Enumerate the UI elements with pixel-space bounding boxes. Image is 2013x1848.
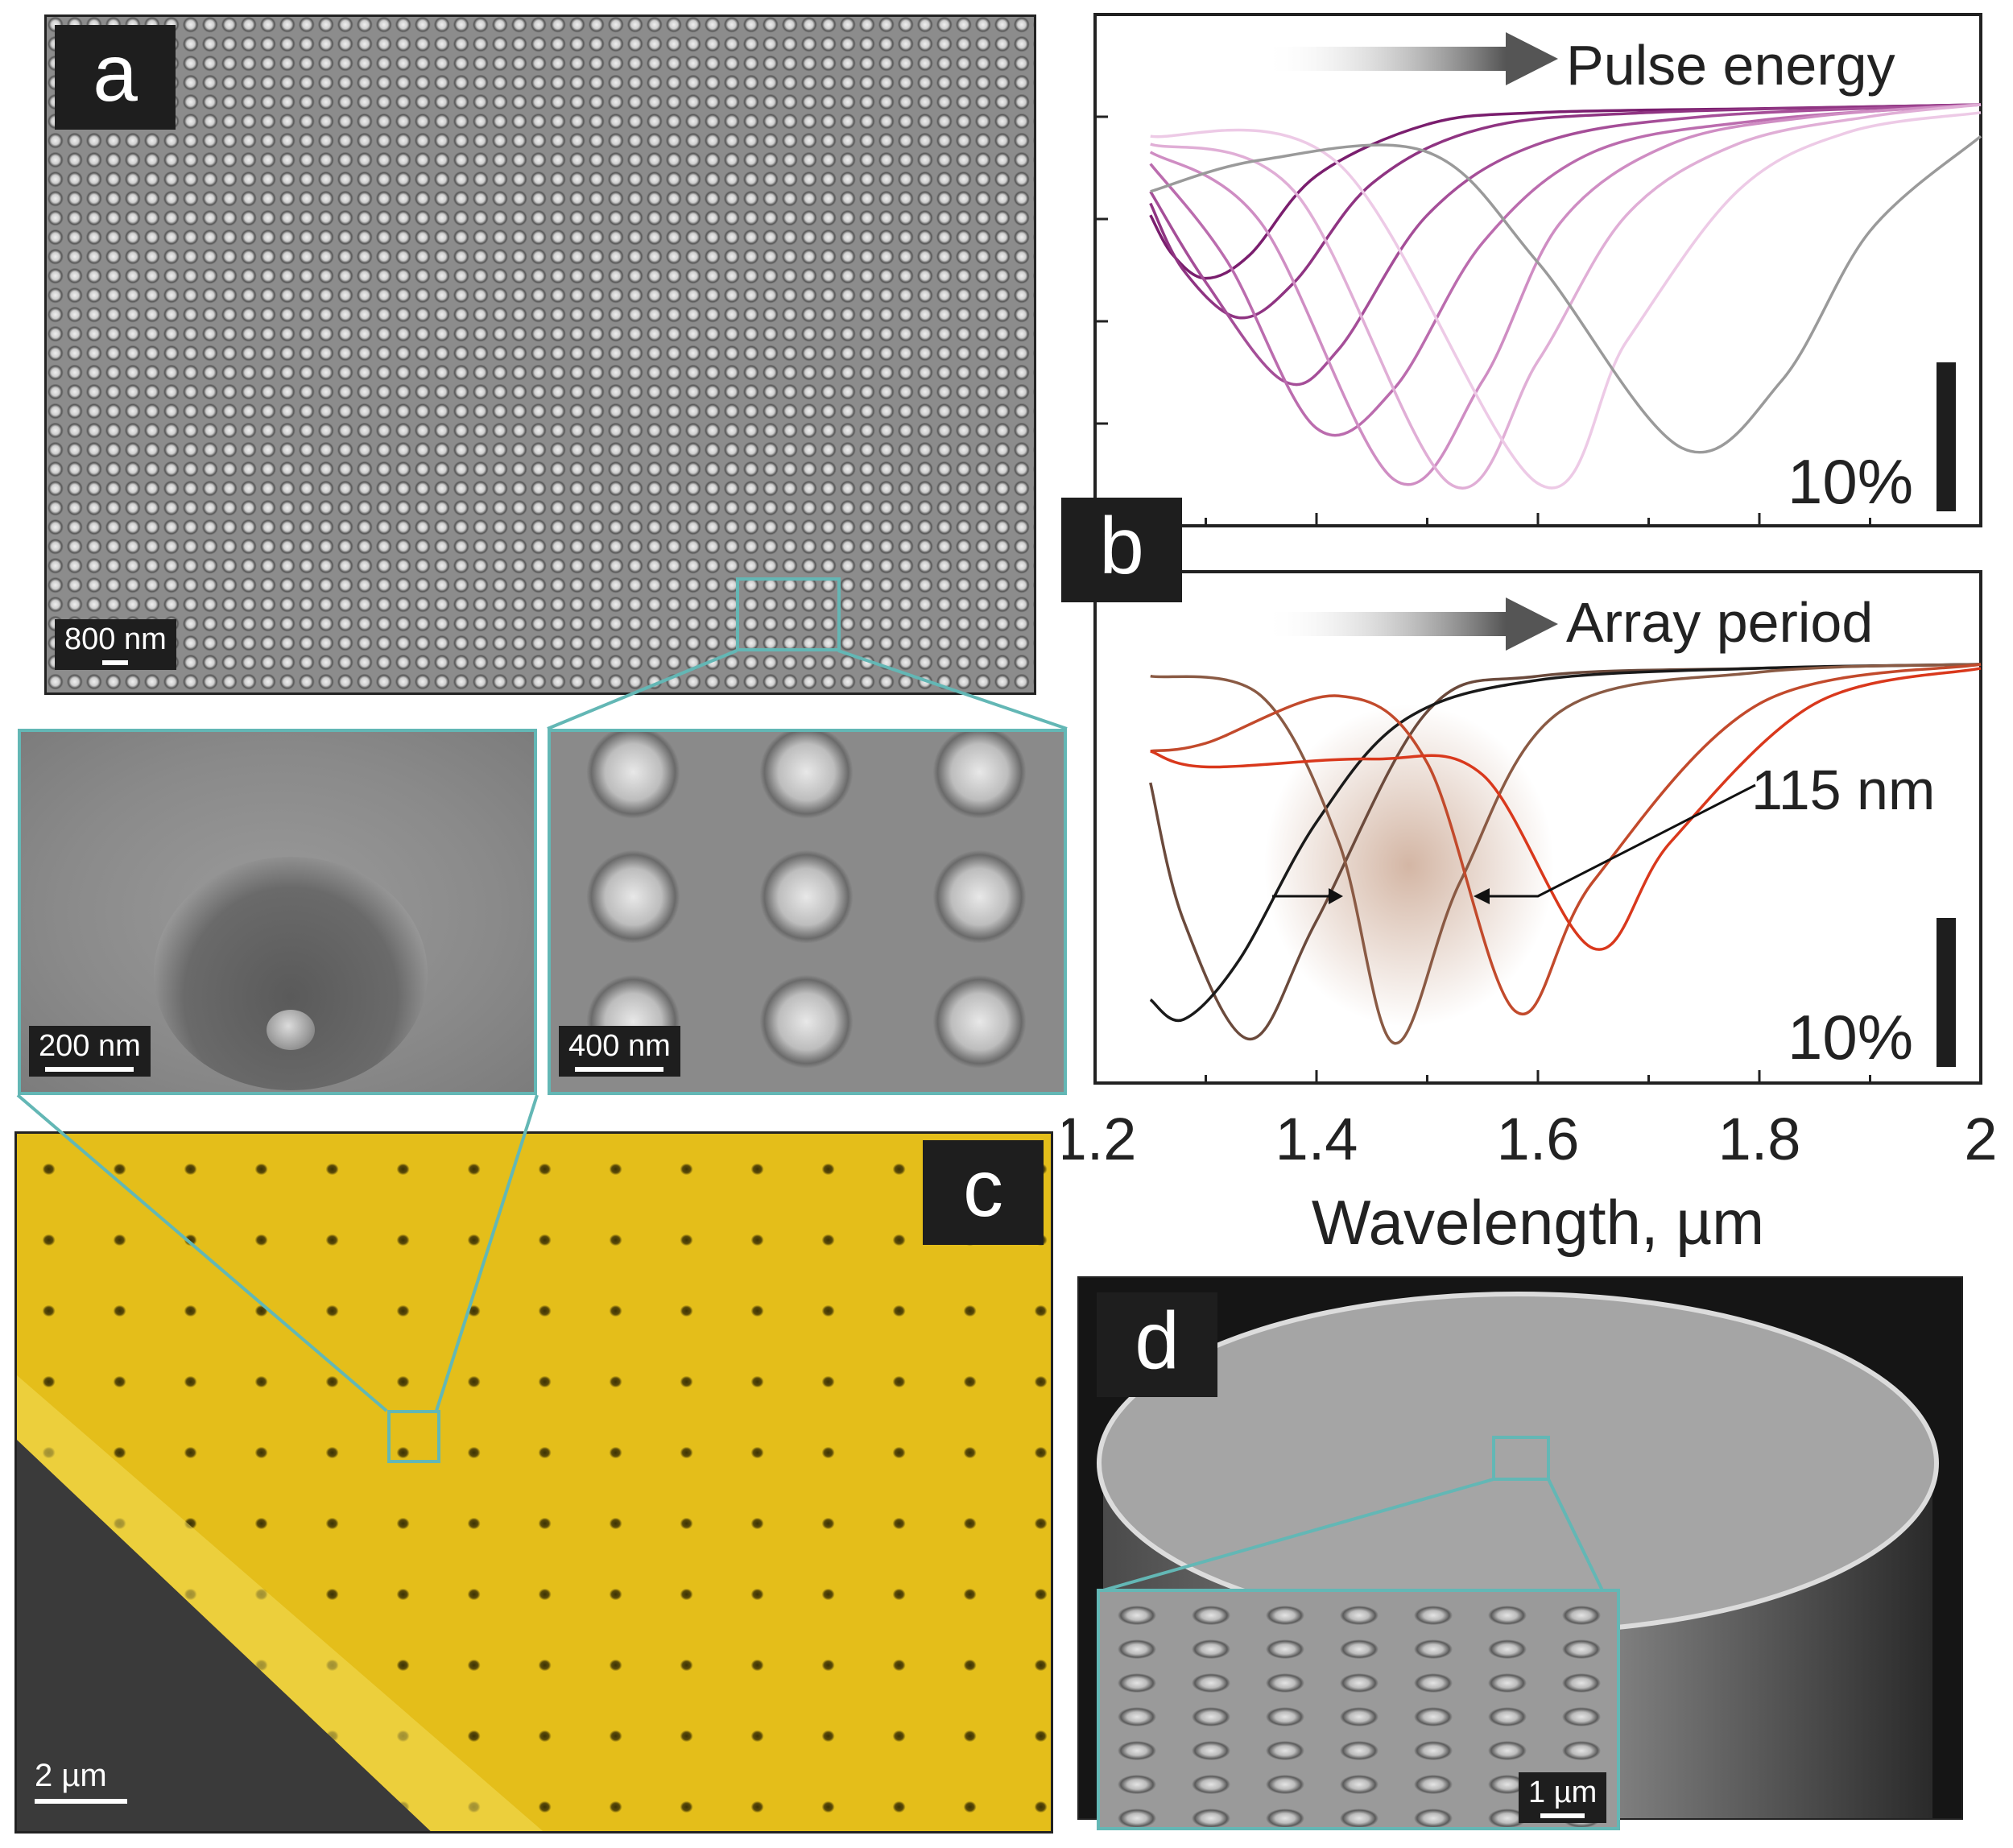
right-arrow-head bbox=[1474, 888, 1490, 904]
series-line-3 bbox=[1150, 663, 1982, 1015]
panel-d-inset-pyramids: 1 µm bbox=[1097, 1589, 1620, 1830]
series-line-1 bbox=[1149, 663, 1982, 1023]
shaded-region bbox=[1264, 705, 1554, 1027]
series-line-4 bbox=[1150, 667, 1982, 951]
x-tick-label-4: 2 bbox=[1964, 1106, 1997, 1172]
panel-a-sem-image: a 800 nm bbox=[44, 14, 1036, 695]
left-arrow-head bbox=[1329, 888, 1343, 904]
panel-c-overlay bbox=[17, 1375, 544, 1831]
array-period-label: Array period bbox=[1566, 591, 1873, 654]
panel-c-label: c bbox=[923, 1140, 1044, 1245]
pulse-arrow-head bbox=[1506, 32, 1558, 85]
panel-a-label: a bbox=[55, 25, 176, 130]
series-line-5 bbox=[1150, 103, 1982, 490]
bottom-chart-series bbox=[1149, 663, 1982, 1045]
series-line-2 bbox=[1150, 663, 1982, 1045]
inset-right-scale-text: 400 nm bbox=[568, 1029, 671, 1063]
series-line-6 bbox=[1150, 111, 1982, 490]
hole-center-bump bbox=[267, 1010, 315, 1050]
panel-a-scale-text: 800 nm bbox=[64, 622, 167, 656]
panel-c-scale-bar: 2 µm bbox=[35, 1758, 127, 1804]
zoom-region-box-d bbox=[1492, 1436, 1550, 1481]
panel-c-sem-image: c 2 µm bbox=[14, 1131, 1053, 1834]
series-line-4 bbox=[1149, 103, 1982, 486]
series-line-1 bbox=[1149, 103, 1982, 320]
pulse-energy-label: Pulse energy bbox=[1566, 34, 1895, 97]
inset-left-scale-bar: 200 nm bbox=[29, 1026, 151, 1077]
period-arrow-head bbox=[1506, 597, 1558, 651]
panel-b-charts: Pulse energy 10% Array period 115 nm 10%… bbox=[1063, 13, 1997, 1258]
inset-right-scale-bar: 400 nm bbox=[559, 1026, 680, 1077]
period-arrow-shaft bbox=[1264, 612, 1506, 636]
x-tick-label-0: 1.2 bbox=[1063, 1106, 1136, 1172]
x-tick-label-1: 1.4 bbox=[1275, 1106, 1358, 1172]
bottom-chart-ticks bbox=[1093, 1070, 1982, 1083]
panel-a-inset-hole: 200 nm bbox=[18, 729, 537, 1095]
panel-d-scale-text: 1 µm bbox=[1528, 1776, 1598, 1809]
inset-left-scale-text: 200 nm bbox=[39, 1029, 141, 1063]
hole-feature bbox=[154, 857, 428, 1090]
x-axis-label: Wavelength, µm bbox=[1312, 1187, 1764, 1258]
top-scale-bar-label: 10% bbox=[1788, 446, 1913, 517]
panel-a-inset-bumps: 400 nm bbox=[548, 729, 1067, 1095]
panel-a-scale-bar: 800 nm bbox=[55, 619, 176, 670]
zoom-region-box-c bbox=[387, 1410, 440, 1463]
fiber-end-face bbox=[1097, 1292, 1939, 1635]
panel-b-label: b bbox=[1061, 498, 1182, 602]
panel-c-scale-text: 2 µm bbox=[35, 1758, 107, 1793]
series-line-7 bbox=[1150, 134, 1982, 454]
x-tick-labels: 1.2 1.4 1.6 1.8 2 bbox=[1063, 1106, 1997, 1172]
bottom-scale-bar bbox=[1937, 918, 1956, 1067]
series-line-3 bbox=[1149, 103, 1982, 437]
panel-d-scale-bar: 1 µm bbox=[1519, 1772, 1607, 1823]
x-tick-label-3: 1.8 bbox=[1718, 1106, 1801, 1172]
series-line-2 bbox=[1149, 103, 1982, 387]
zoom-region-box bbox=[736, 577, 841, 651]
bottom-scale-bar-label: 10% bbox=[1788, 1002, 1913, 1073]
width-115nm-label: 115 nm bbox=[1751, 759, 1935, 821]
gold-fold-edge bbox=[17, 1375, 544, 1831]
top-chart-frame bbox=[1093, 13, 1982, 527]
top-chart-series bbox=[1149, 103, 1982, 490]
top-scale-bar bbox=[1937, 362, 1956, 511]
right-arrow-line bbox=[1490, 783, 1756, 898]
panel-d-label: d bbox=[1097, 1292, 1217, 1397]
x-tick-label-2: 1.6 bbox=[1497, 1106, 1580, 1172]
pulse-arrow-shaft bbox=[1264, 47, 1506, 71]
